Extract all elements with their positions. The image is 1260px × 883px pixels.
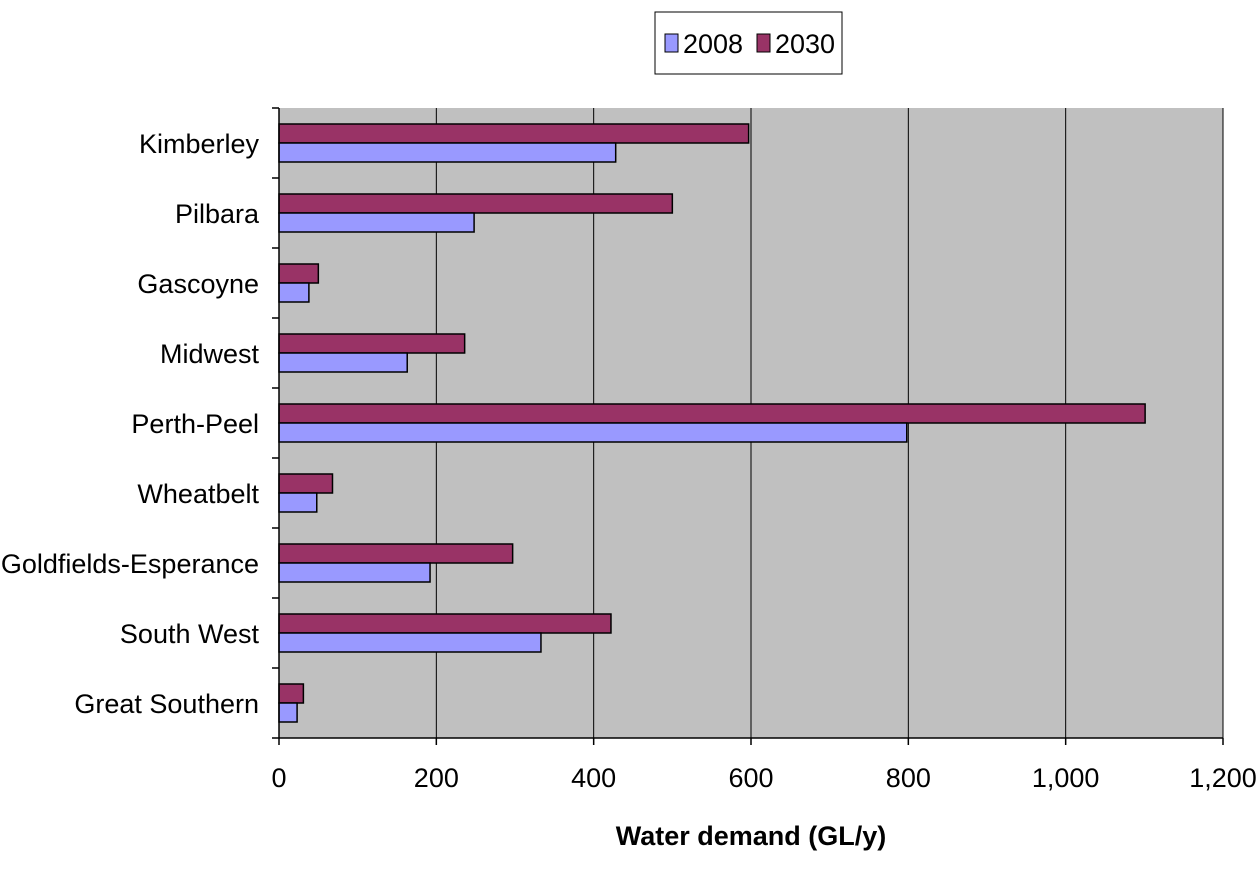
bar-2030	[278, 333, 466, 354]
bar-2008	[278, 352, 408, 373]
legend-box	[654, 11, 843, 75]
y-tick-label: Pilbara	[175, 199, 260, 229]
bar-2030	[278, 613, 612, 634]
legend-swatch	[664, 33, 679, 53]
bar-2008	[278, 702, 298, 723]
x-tick-label: 1,200	[1189, 763, 1257, 793]
bar-2008	[278, 562, 431, 583]
bar-2030	[278, 683, 305, 704]
bar-2008	[278, 422, 908, 443]
y-tick-label: South West	[120, 619, 260, 649]
bar-2008	[278, 492, 318, 513]
legend-swatch	[756, 33, 771, 53]
bar-2008	[278, 142, 617, 163]
y-labels: Kimberley Pilbara Gascoyne Midwest Perth-Pee…	[1, 129, 260, 719]
y-tick-label: Wheatbelt	[137, 479, 259, 509]
y-tick-label: Kimberley	[139, 129, 260, 159]
legend-label: 2030	[775, 29, 835, 59]
bar-2008	[278, 282, 310, 303]
x-axis-title: Water demand (GL/y)	[616, 821, 887, 851]
x-ticks	[278, 738, 1224, 745]
bar-2030	[278, 473, 334, 494]
x-tick-label: 200	[414, 763, 459, 793]
bar-2030	[278, 543, 514, 564]
x-tick-label: 400	[571, 763, 616, 793]
bar-2030	[278, 403, 1146, 424]
x-tick-label: 0	[271, 763, 286, 793]
legend-label: 2008	[683, 29, 743, 59]
y-tick-label: Goldfields-Esperance	[1, 549, 259, 579]
bar-2030	[278, 123, 750, 144]
y-tick-label: Great Southern	[74, 689, 259, 719]
x-tick-label: 1,000	[1032, 763, 1100, 793]
y-ticks	[272, 107, 279, 739]
x-tick-label: 800	[886, 763, 931, 793]
bar-2008	[278, 632, 542, 653]
legend: 2008 2030	[654, 11, 843, 75]
y-tick-label: Perth-Peel	[131, 409, 259, 439]
y-tick-label: Gascoyne	[137, 269, 259, 299]
bar-2030	[278, 193, 674, 214]
x-tick-label: 600	[728, 763, 773, 793]
x-labels: 0 200 400 600 800 1,000 1,200	[271, 763, 1256, 793]
bar-2030	[278, 263, 320, 284]
y-tick-label: Midwest	[160, 339, 260, 369]
bar-2008	[278, 212, 475, 233]
